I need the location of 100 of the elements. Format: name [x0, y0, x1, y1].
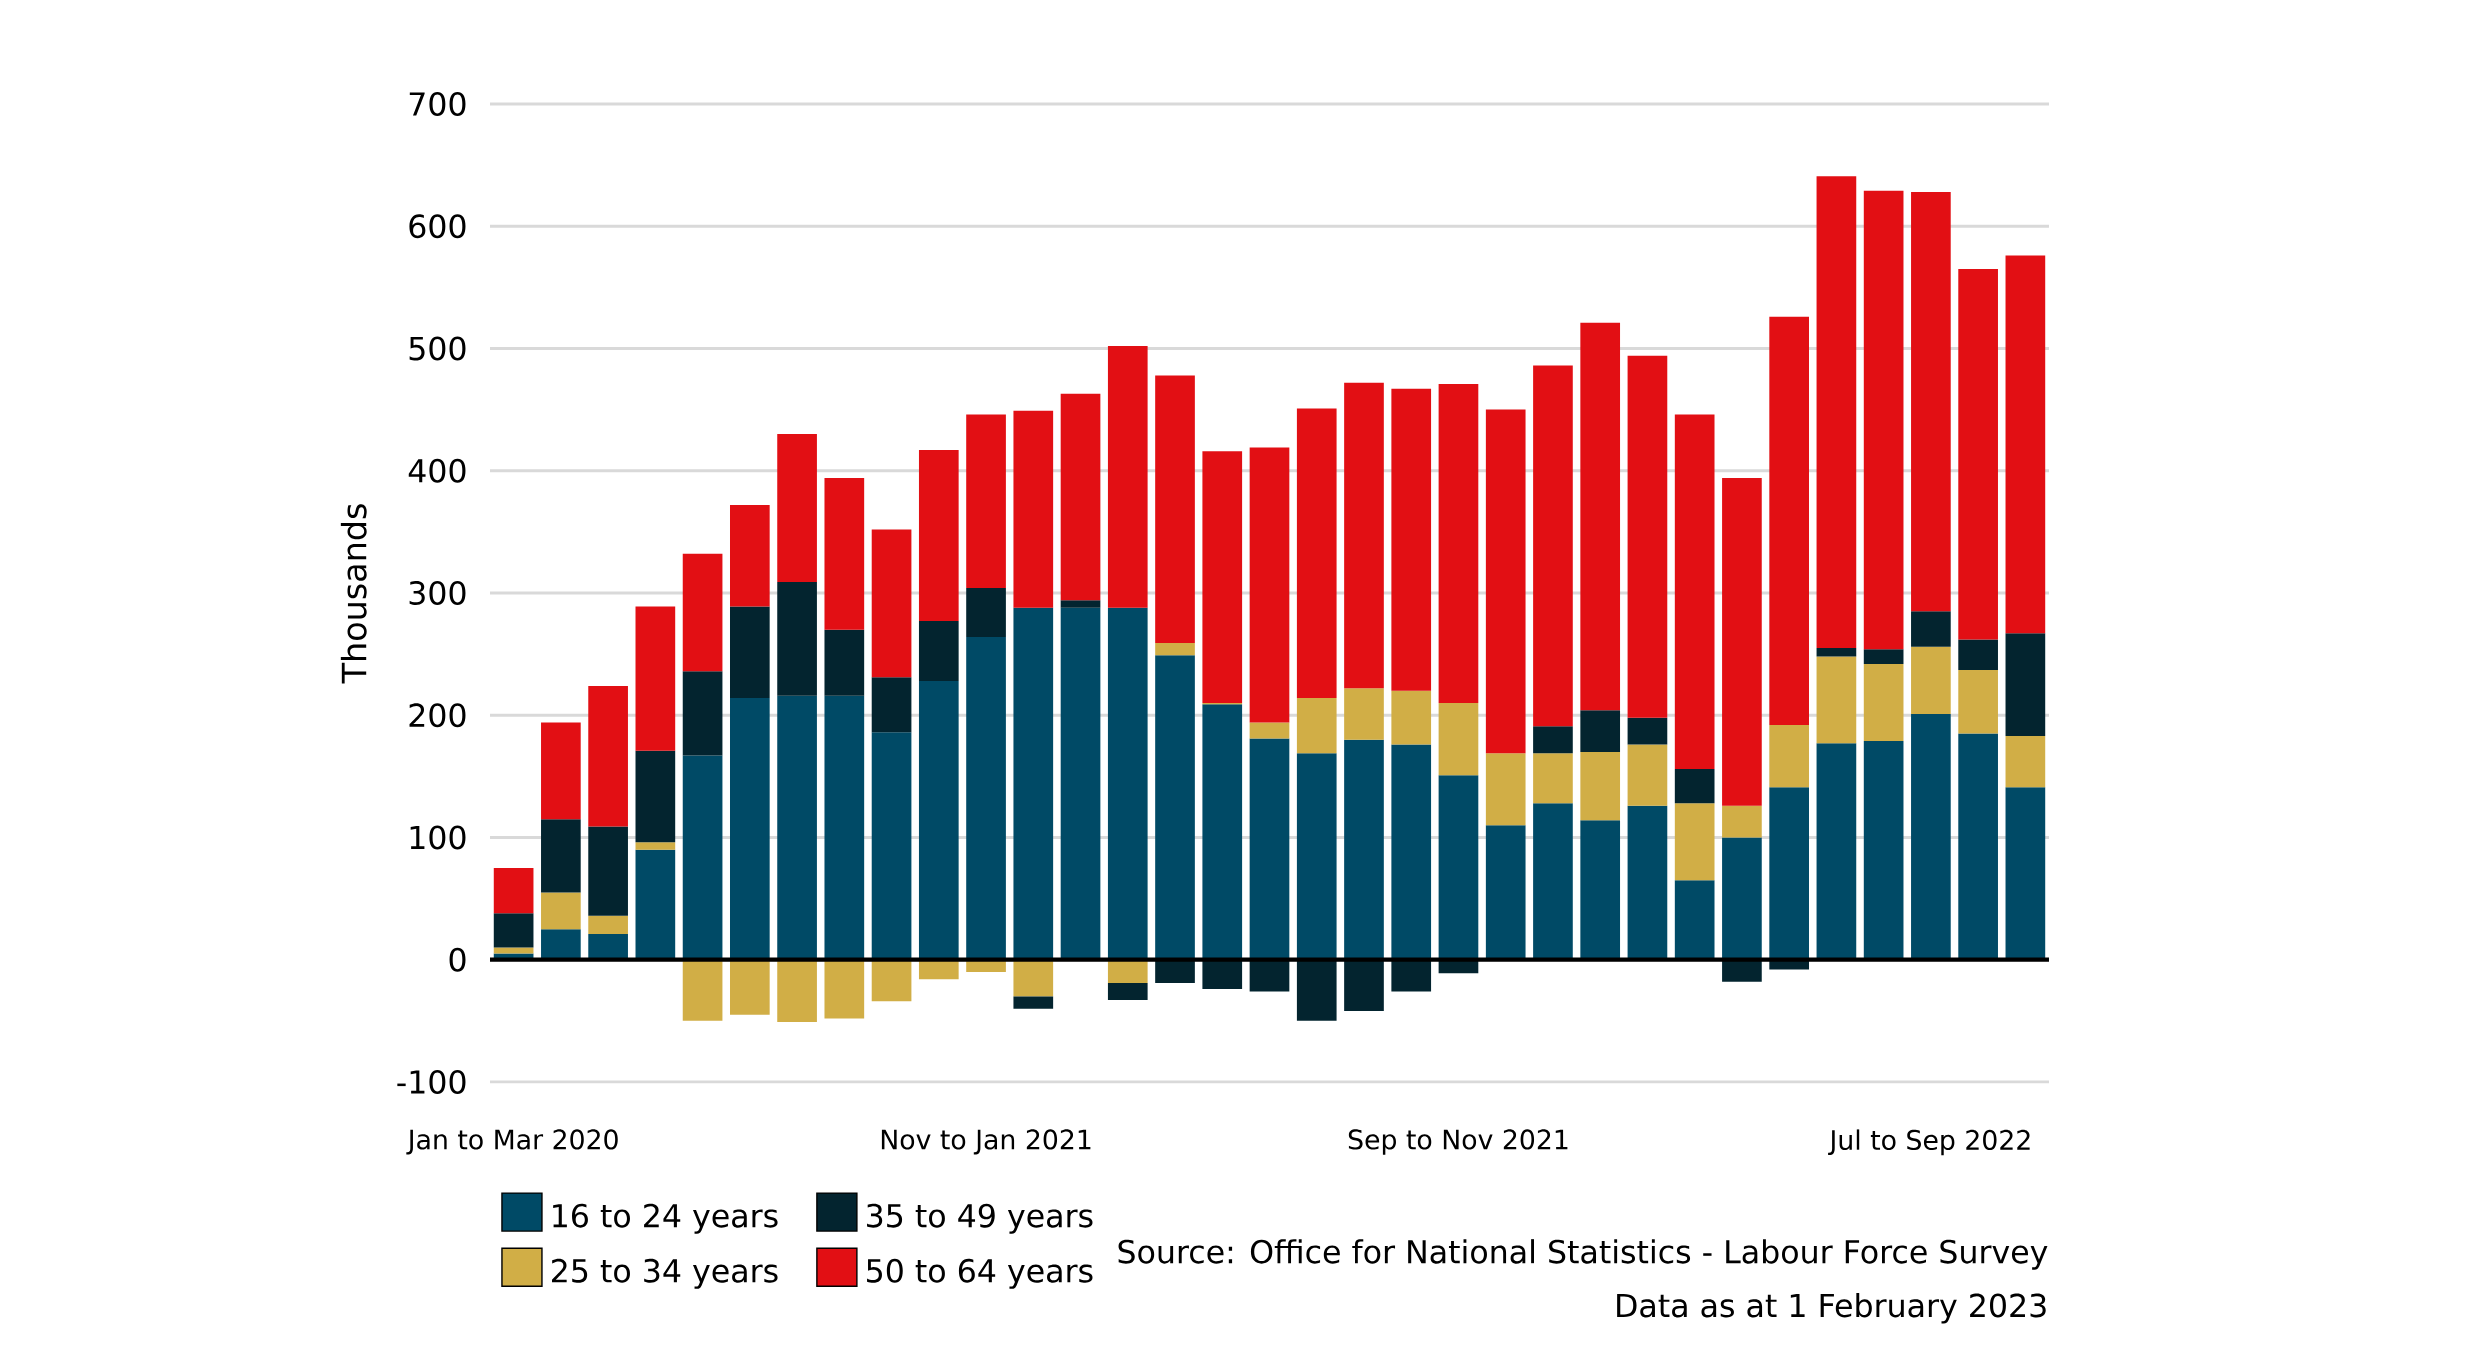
bar — [1958, 639, 1998, 671]
x-tick-label: Sep to Nov 2021 — [1348, 1129, 1568, 1155]
bar — [1107, 959, 1148, 983]
x-tick-label: Jul to Sep 2022 — [1828, 1129, 2030, 1156]
bar — [824, 959, 865, 1019]
bar — [1863, 190, 1904, 650]
bar — [1911, 192, 1951, 612]
bar — [1580, 322, 1621, 711]
bar — [1391, 744, 1432, 960]
bar — [1769, 725, 1810, 788]
bar — [1344, 739, 1384, 960]
bar — [1391, 690, 1432, 745]
bar — [1155, 959, 1195, 983]
bar — [1533, 803, 1573, 960]
bar — [1816, 176, 1857, 649]
bar — [1344, 959, 1384, 1012]
bar — [2005, 736, 2046, 788]
bar — [541, 929, 581, 960]
bar — [1344, 382, 1384, 689]
bar — [1722, 837, 1762, 960]
bar — [1013, 410, 1054, 608]
bar — [1485, 409, 1526, 754]
bar — [871, 959, 912, 1002]
bar — [1155, 375, 1195, 644]
y-tick-label: 400 — [408, 458, 466, 483]
bar — [1674, 880, 1715, 960]
bar — [1533, 365, 1573, 727]
bar — [2005, 633, 2046, 737]
bar — [1911, 611, 1951, 647]
bar — [1769, 316, 1810, 726]
bar — [1674, 803, 1715, 881]
y-tick-label: 100 — [410, 825, 466, 850]
bar — [541, 722, 581, 820]
bar — [1249, 722, 1290, 739]
bar — [1060, 393, 1101, 601]
x-tick-label: Jan to Mar 2020 — [406, 1129, 618, 1155]
bar — [1958, 733, 1998, 960]
bar — [1107, 346, 1148, 608]
bar — [1627, 805, 1668, 960]
bar — [1816, 743, 1857, 960]
y-tick-label: 500 — [409, 336, 466, 361]
bar — [635, 842, 676, 850]
bar — [1202, 704, 1243, 960]
legend-label: 16 to 24 years — [553, 1203, 778, 1234]
bar — [635, 606, 676, 751]
bar — [493, 913, 534, 948]
bar — [1013, 959, 1054, 997]
bar — [918, 621, 959, 682]
bar — [1155, 655, 1195, 960]
bar — [730, 698, 770, 960]
bar — [1674, 769, 1715, 804]
y-tick-label: 700 — [409, 92, 466, 116]
y-axis-title: Thousands — [340, 504, 367, 684]
bar — [1533, 753, 1573, 804]
bar — [1627, 717, 1668, 745]
bar — [824, 629, 865, 696]
bar — [1202, 959, 1243, 990]
bar — [1485, 753, 1526, 826]
bar — [824, 478, 865, 630]
bar — [918, 449, 959, 622]
legend-label: 35 to 49 years — [867, 1203, 1093, 1234]
bar — [1674, 414, 1715, 770]
bar — [1580, 820, 1621, 960]
bar — [1438, 775, 1479, 960]
bar — [730, 504, 770, 607]
bar — [588, 826, 628, 916]
bar — [966, 637, 1006, 960]
bar — [1391, 959, 1432, 992]
x-tick-label: Nov to Jan 2021 — [881, 1129, 1091, 1155]
bar — [871, 529, 912, 678]
bar — [541, 819, 581, 893]
y-tick-label: 200 — [409, 703, 466, 728]
bar — [541, 892, 581, 930]
bar — [1627, 744, 1668, 806]
bar — [1958, 670, 1998, 734]
source-note: Source: Office for National Statistics - Labour Force Survey — [1118, 1239, 2048, 1270]
bar — [588, 685, 628, 827]
bar — [777, 959, 817, 1023]
bar — [1722, 805, 1762, 838]
bar — [1627, 355, 1668, 718]
legend-label: 25 to 34 years — [552, 1258, 778, 1289]
bar — [1249, 447, 1290, 723]
bar — [1863, 740, 1904, 960]
bar — [1816, 656, 1857, 744]
bar — [493, 947, 534, 954]
bar — [493, 868, 534, 914]
bar — [682, 755, 723, 960]
bar — [824, 695, 865, 960]
bar — [588, 934, 628, 960]
bar — [588, 915, 628, 935]
bar — [682, 671, 723, 756]
bar — [1863, 649, 1904, 664]
bar — [1249, 959, 1290, 992]
bar — [1060, 600, 1101, 608]
bar — [1296, 959, 1337, 1021]
bar — [1060, 607, 1101, 960]
bar — [1438, 383, 1479, 704]
bar — [2005, 787, 2046, 960]
bar — [1013, 607, 1054, 960]
bar — [1202, 451, 1243, 704]
